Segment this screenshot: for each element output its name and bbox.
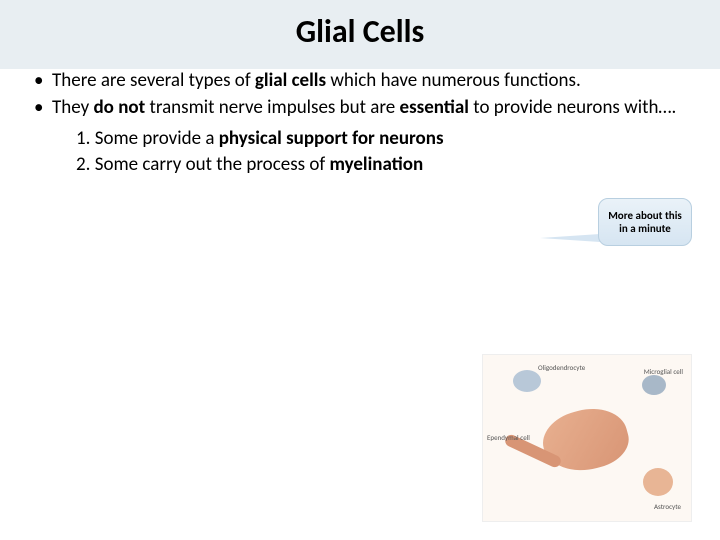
neuron-body-shape xyxy=(537,400,635,480)
text: which have numerous functions. xyxy=(326,69,581,92)
slide-title: Glial Cells xyxy=(0,12,720,51)
slide-header: Glial Cells xyxy=(0,0,720,69)
text: Some provide a xyxy=(95,127,219,150)
bold-text: physical support for neurons xyxy=(219,127,444,150)
bold-text: do not xyxy=(93,96,145,119)
glial-illustration: Oligodendrocyte Microglial cell Ependyma… xyxy=(482,354,692,522)
illustration-label: Microglial cell xyxy=(644,367,683,376)
text: They xyxy=(52,96,93,119)
astrocyte-shape xyxy=(643,468,673,496)
num: 2. xyxy=(76,153,95,176)
text: to provide neurons with…. xyxy=(469,96,676,119)
oligodendrocyte-shape xyxy=(513,370,541,392)
text: There are several types of xyxy=(52,69,255,92)
illustration-label: Astrocyte xyxy=(654,502,681,511)
content-area: There are several types of glial cells w… xyxy=(0,69,720,178)
bold-text: essential xyxy=(400,96,469,119)
bullet-item: There are several types of glial cells w… xyxy=(28,69,692,94)
sub-item: 1. Some provide a physical support for n… xyxy=(76,126,692,152)
illustration-label: Ependymal cell xyxy=(487,433,530,442)
text: Some carry out the process of xyxy=(95,153,330,176)
bold-text: glial cells xyxy=(255,69,326,92)
bold-text: myelination xyxy=(329,153,423,176)
num: 1. xyxy=(76,127,95,150)
bullet-list: There are several types of glial cells w… xyxy=(28,69,692,120)
illustration-label: Oligodendrocyte xyxy=(538,363,585,372)
text: transmit nerve impulses but are xyxy=(145,96,399,119)
callout-tail xyxy=(540,234,600,242)
microglial-shape xyxy=(642,375,666,395)
bullet-item: They do not transmit nerve impulses but … xyxy=(28,96,692,121)
callout-bubble: More about this in a minute xyxy=(598,198,692,246)
callout-text: More about this in a minute xyxy=(603,209,687,235)
numbered-sublist: 1. Some provide a physical support for n… xyxy=(28,126,692,177)
sub-item: 2. Some carry out the process of myelina… xyxy=(76,152,692,178)
